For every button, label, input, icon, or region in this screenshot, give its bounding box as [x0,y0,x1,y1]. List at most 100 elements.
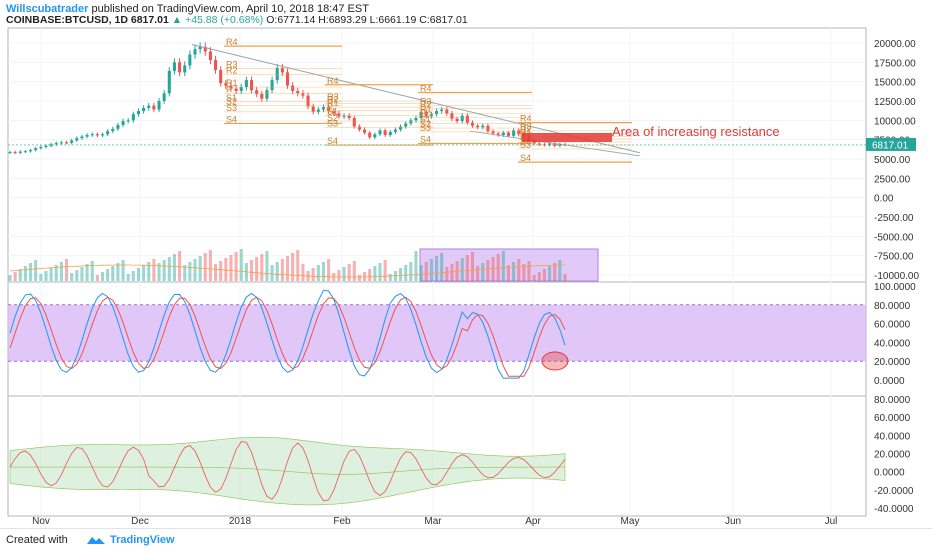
candle-body [429,114,433,117]
candle-body [193,49,197,55]
volume-bar [429,259,433,281]
candle-body [316,109,320,112]
candle-body [342,115,346,117]
candle-body [517,130,521,135]
candle-body [476,125,480,128]
candle-body [512,130,516,136]
candle-body [249,80,254,91]
volume-bar [270,265,274,281]
volume-bar [460,258,464,281]
volume-bar [34,260,38,281]
tradingview-brand[interactable]: TradingView [110,534,175,546]
pivot-label: S4 [520,153,531,163]
pivot-label: R3 [226,60,238,70]
candle-body [352,118,356,127]
pivot-label: R2 [327,94,339,104]
candle-body [465,115,469,123]
volume-bar [285,256,290,281]
price-tick-label: -7500.00 [874,252,914,263]
ohlc-row: COINBASE:BTCUSD, 1D 6817.01 ▲ +45.88 (+0… [6,13,468,27]
pivot-label: P [420,108,426,118]
cci-tick-label: -20.0000 [874,486,914,497]
volume-bar [404,265,408,281]
candle-body [296,90,300,94]
pivot-label: R4 [520,114,532,124]
volume-bar [388,274,392,281]
candle-body [260,94,264,99]
price-tick-label: 20000.00 [874,39,916,50]
volume-bar [147,262,151,281]
candle-body [157,101,161,110]
candle-body [424,111,428,117]
symbol-label: COINBASE:BTCUSD, 1D [6,14,128,26]
candle-body [357,126,361,130]
candle-body [486,125,490,132]
time-tick-label: Nov [32,516,50,527]
volume-bar [321,262,326,281]
volume-bar [352,261,356,281]
volume-bar [126,274,130,281]
candle-body [44,145,48,148]
volume-bar [203,253,207,281]
open-value: 6771.14 [277,14,316,26]
stoch-tick-label: 80.0000 [874,301,911,312]
candle-body [291,85,295,91]
volume-bar [465,255,469,281]
volume-bar [486,260,490,281]
last-price-box [866,137,916,151]
volume-bar [18,269,22,281]
volume-bar [208,250,212,281]
volume-bar [255,257,259,281]
volume-bar [373,266,377,281]
chart-canvas[interactable]: 20000.00 17500.00 15000.00 12500.00 10000.00… [0,0,932,528]
volume-bar [111,266,115,281]
candle-body [244,80,248,88]
candle-body [393,129,397,132]
volume-bar [491,257,495,281]
high-label: H: [318,14,329,26]
candle-body [126,120,130,122]
author-name[interactable]: Willscubatrader [6,3,89,15]
candle-body [275,67,279,81]
volume-bar [106,269,110,281]
pivot-label: R3 [327,92,339,102]
volume-bar [265,251,269,281]
pivot-label: S1 [327,107,338,117]
volume-bar [275,262,279,281]
close-label: C: [419,14,430,26]
candle-body [178,62,182,73]
volume-bar [296,250,300,281]
volume-bar [424,262,428,281]
pivot-label: S2 [226,97,237,107]
pivot-label: R3 [520,121,532,131]
stoch-k-line [9,289,566,379]
candle-body [491,131,495,134]
candle-body [49,144,53,146]
price-tick-label: 2500.00 [874,174,911,185]
volume-bar [311,268,315,281]
bollinger-mid-line [10,466,565,475]
pivot-label: S1 [420,114,431,124]
close-value: 6817.01 [429,14,468,26]
volume-bar [29,263,33,281]
cci-tick-label: 80.0000 [874,395,911,406]
footer: Created with TradingView [0,528,932,551]
price-tick-label: -5000.00 [874,232,914,243]
pivot-label: R1 [520,128,532,138]
open-label: O: [266,14,278,26]
volume-bar [8,275,12,281]
volume-bar [563,274,567,281]
stoch-tick-label: 40.0000 [874,338,911,349]
volume-bar [172,254,176,281]
candle-body [188,54,192,66]
volume-bar [342,267,346,281]
price-change: +45.88 (+0.68%) [185,14,264,26]
candle-body [131,114,135,121]
price-tick-label: -10000.00 [874,271,919,282]
volume-ma-line [9,264,565,278]
candle-body [404,123,408,127]
candle-body [373,134,377,138]
volume-bar [450,264,454,281]
pivot-label: R4 [226,37,238,47]
lower-trendline [469,130,641,157]
